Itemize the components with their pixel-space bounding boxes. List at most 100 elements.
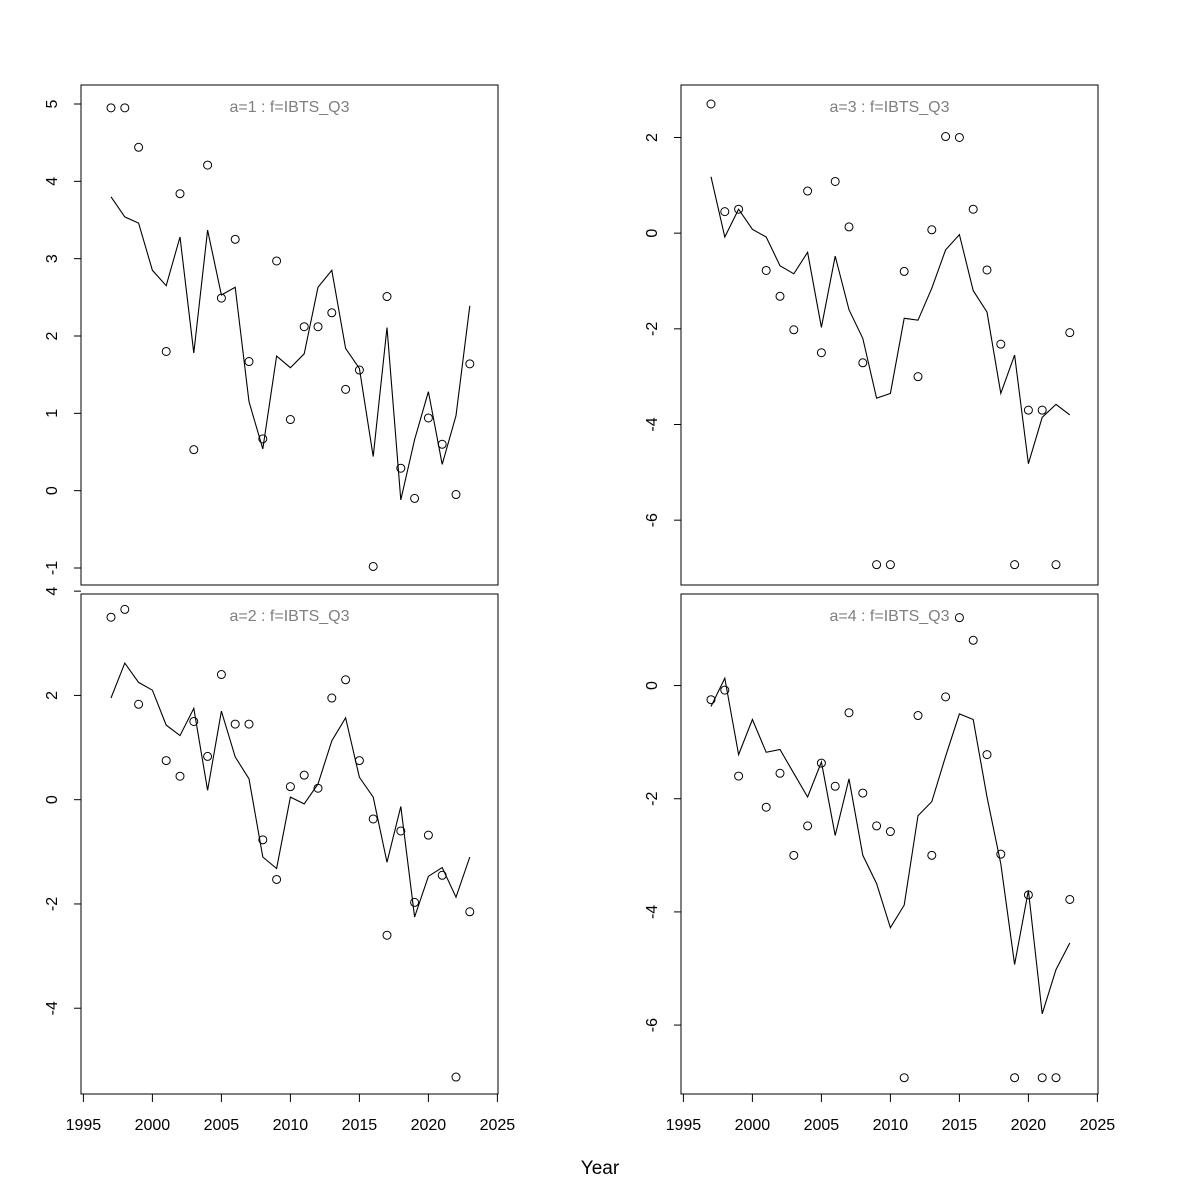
observation-point	[285, 415, 295, 425]
observation-point	[1010, 1073, 1020, 1083]
y-tick-label: 2	[644, 133, 661, 142]
observation-point	[451, 490, 461, 500]
observation-point	[410, 493, 420, 503]
observation-point	[816, 758, 826, 768]
observation-point	[410, 897, 420, 907]
observation-point	[830, 781, 840, 791]
observation-point	[706, 695, 716, 705]
x-tick-label: 2020	[411, 1117, 447, 1134]
observation-point	[368, 561, 378, 571]
model-fit-line	[710, 676, 1071, 1014]
observation-point	[844, 708, 854, 718]
observation-point	[927, 850, 937, 860]
y-tick-label: 2	[44, 331, 61, 340]
observation-point	[996, 339, 1006, 349]
x-tick-label: 2005	[804, 1117, 840, 1134]
observation-point	[954, 132, 964, 142]
observation-point	[996, 849, 1006, 859]
x-tick-label: 2015	[342, 1117, 378, 1134]
x-tick-label: 2005	[204, 1117, 240, 1134]
y-tick-label: -6	[644, 513, 661, 527]
observation-point	[899, 266, 909, 276]
panel-frame	[680, 593, 1099, 1095]
observation-point	[423, 413, 433, 423]
observation-point	[299, 770, 309, 780]
observation-point	[354, 365, 364, 375]
observation-point	[899, 1073, 909, 1083]
observation-point	[327, 308, 337, 318]
model-fit-line	[710, 176, 1071, 464]
observation-point	[272, 874, 282, 884]
observation-point	[941, 132, 951, 142]
y-tick-label: 5	[44, 99, 61, 108]
observation-point	[230, 719, 240, 729]
observation-point	[244, 357, 254, 367]
observation-point	[161, 756, 171, 766]
observation-point	[872, 821, 882, 831]
observation-point	[1065, 894, 1075, 904]
observation-point	[258, 835, 268, 845]
observation-point	[761, 802, 771, 812]
observation-point	[327, 693, 337, 703]
x-tick-label: 1995	[666, 1117, 702, 1134]
observation-point	[313, 322, 323, 332]
observation-point	[720, 685, 730, 695]
observation-point	[706, 99, 716, 109]
panel-frame	[680, 84, 1099, 586]
observation-point	[1051, 560, 1061, 570]
panel-frame	[80, 593, 499, 1095]
observation-point	[285, 782, 295, 792]
observation-point	[885, 560, 895, 570]
observation-point	[244, 719, 254, 729]
observation-point	[968, 635, 978, 645]
x-tick-label: 2000	[135, 1117, 171, 1134]
observation-point	[982, 265, 992, 275]
observation-point	[465, 359, 475, 369]
observation-point	[803, 821, 813, 831]
observation-point	[789, 325, 799, 335]
y-tick-label: -2	[644, 792, 661, 806]
observation-point	[451, 1072, 461, 1082]
observation-point	[913, 711, 923, 721]
y-tick-label: -4	[44, 1001, 61, 1015]
y-tick-label: -6	[644, 1018, 661, 1032]
observation-point	[734, 771, 744, 781]
y-tick-label: -4	[644, 417, 661, 431]
y-tick-label: 4	[44, 587, 61, 596]
observation-point	[299, 322, 309, 332]
observation-point	[382, 292, 392, 302]
observation-point	[465, 907, 475, 917]
observation-point	[720, 207, 730, 217]
y-tick-label: 0	[644, 681, 661, 690]
observation-point	[341, 675, 351, 685]
observation-point	[982, 750, 992, 760]
y-tick-label: -2	[644, 322, 661, 336]
model-fit-line	[110, 196, 471, 501]
observation-point	[1051, 1073, 1061, 1083]
x-axis-title: Year	[581, 1158, 620, 1179]
x-tick-label: 2025	[1080, 1117, 1116, 1134]
panel-title: a=1 : f=IBTS_Q3	[229, 99, 349, 116]
observation-point	[830, 176, 840, 186]
observation-point	[230, 234, 240, 244]
observation-point	[175, 771, 185, 781]
x-tick-label: 2015	[942, 1117, 978, 1134]
observation-point	[775, 768, 785, 778]
panel-title: a=3 : f=IBTS_Q3	[829, 99, 949, 116]
observation-point	[1010, 560, 1020, 570]
observation-point	[968, 204, 978, 214]
y-tick-label: 2	[44, 691, 61, 700]
observation-point	[927, 225, 937, 235]
panel-title: a=2 : f=IBTS_Q3	[229, 608, 349, 625]
y-tick-label: 0	[44, 795, 61, 804]
observation-point	[203, 160, 213, 170]
y-tick-label: 4	[44, 177, 61, 186]
observation-point	[368, 814, 378, 824]
observation-point	[203, 751, 213, 761]
observation-point	[423, 830, 433, 840]
observation-point	[106, 612, 116, 622]
observation-point	[175, 189, 185, 199]
observation-point	[885, 827, 895, 837]
y-tick-label: 1	[44, 409, 61, 418]
